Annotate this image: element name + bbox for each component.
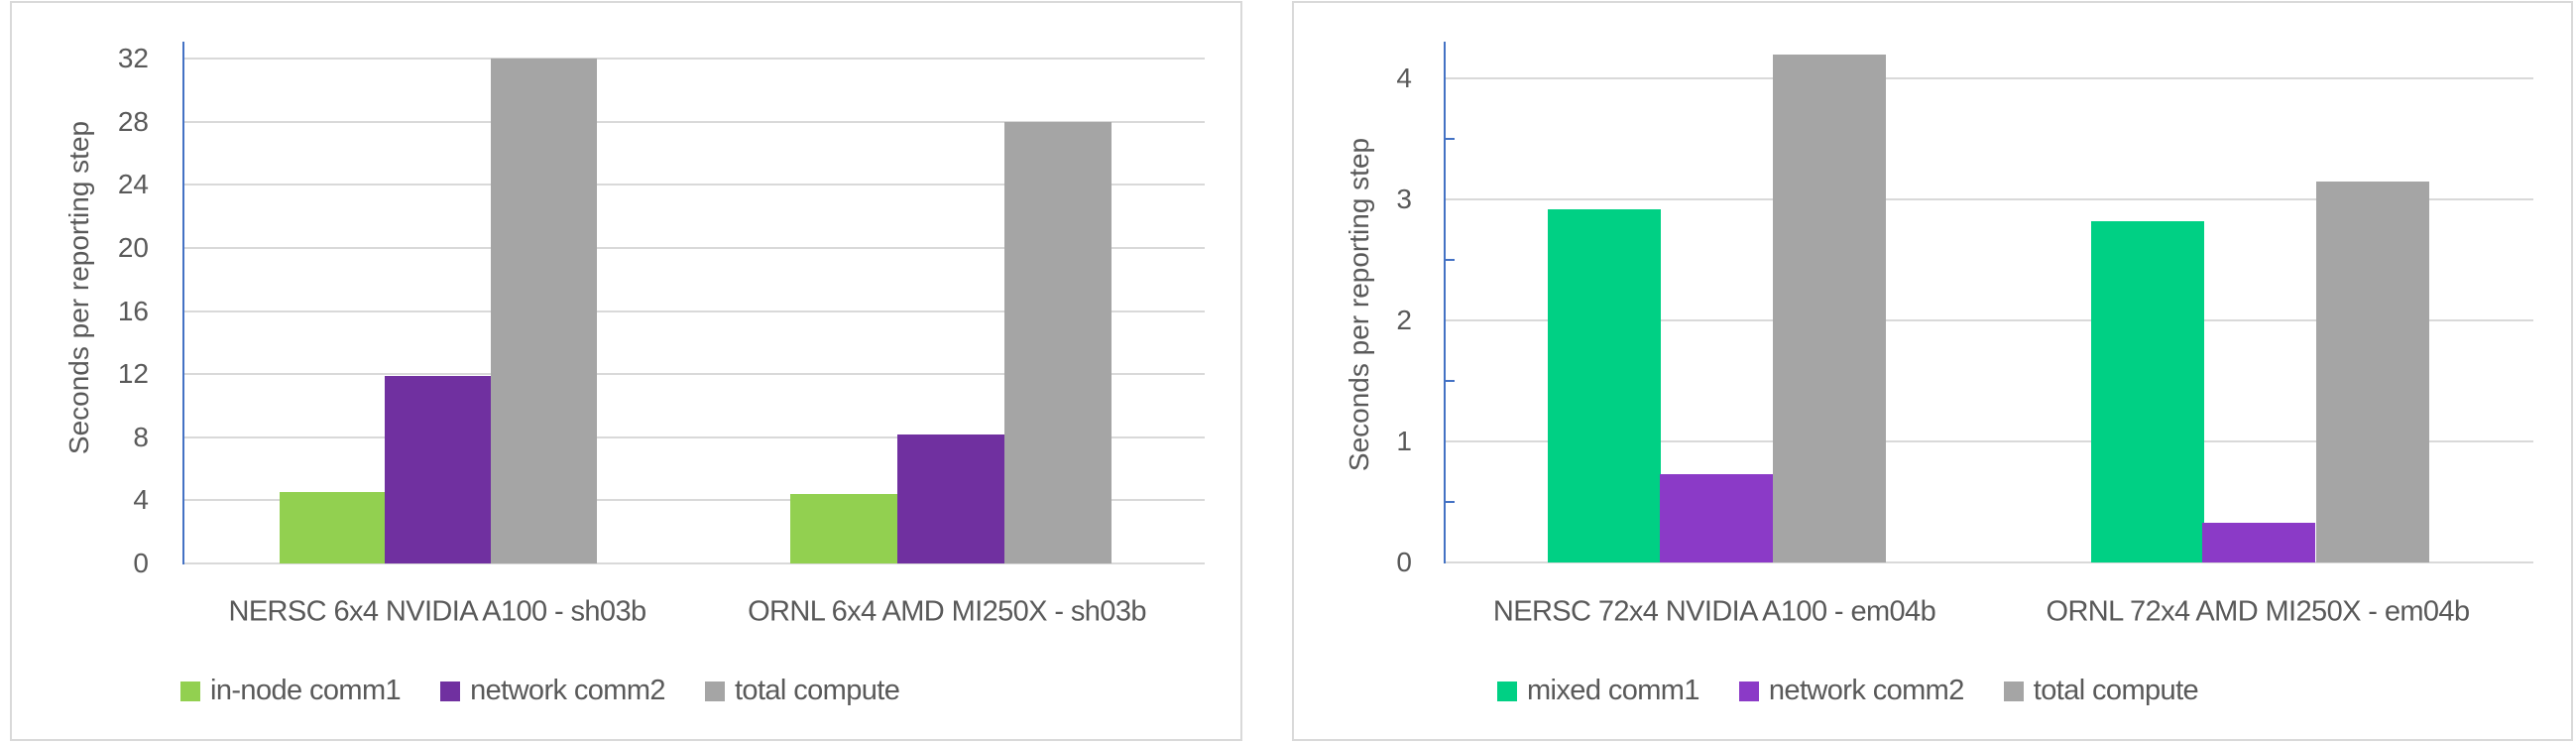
y-tick-label: 4	[133, 484, 149, 516]
legend-label: network comm2	[1768, 675, 1964, 706]
legend-label: total compute	[734, 675, 900, 706]
y-tick-label: 8	[133, 421, 149, 452]
legend-label: in-node comm1	[210, 675, 402, 706]
y-tick-label: 24	[117, 169, 149, 200]
legend-item: in-node comm1	[180, 675, 402, 706]
legend-item: total compute	[704, 675, 900, 706]
bar-total-compute-1	[1773, 54, 1886, 562]
chart-panel-right: 4 3 2 1 0 Seconds per reporting step NERSC 7…	[1292, 1, 2573, 741]
legend-swatch-icon	[180, 681, 200, 701]
x-category-label: NERSC 72x4 NVIDIA A100 - em04b	[1492, 595, 1936, 628]
x-category-label: ORNL 6x4 AMD MI250X - sh03b	[748, 595, 1146, 628]
bar-total-compute-2	[2316, 181, 2429, 562]
chart-panel-left: 32 28 24 20 16 12 8 4 0 Seconds per reporting st…	[10, 1, 1242, 741]
legend-swatch-icon	[1738, 681, 1759, 701]
y-tick-label: 1	[1396, 426, 1412, 456]
gridline	[183, 310, 1205, 312]
gridline	[183, 499, 1205, 502]
bar-in-node-comm1-2	[790, 494, 897, 563]
legend-item: network comm2	[1738, 675, 1964, 706]
y-axis-line	[1444, 42, 1446, 563]
y-tick-label: 3	[1396, 184, 1412, 214]
y-minor-tick-mark	[1445, 138, 1455, 140]
gridline	[183, 120, 1205, 123]
gridline	[183, 435, 1205, 438]
bar-network-comm2-1	[1660, 473, 1773, 562]
legend-swatch-icon	[440, 681, 461, 701]
y-tick-label: 16	[117, 295, 149, 326]
bar-in-node-comm1-1	[280, 492, 386, 563]
legend: mixed comm1 network comm2 total compute	[1497, 677, 2238, 705]
bar-network-comm2-1	[385, 375, 491, 563]
legend-swatch-icon	[1497, 681, 1517, 701]
y-tick-label: 32	[117, 43, 149, 73]
gridline	[1445, 198, 2533, 200]
gridline	[1445, 319, 2533, 321]
y-minor-tick-mark	[1445, 501, 1455, 503]
bar-mixed-comm1-1	[1548, 208, 1661, 562]
y-tick-label: 0	[133, 548, 149, 578]
bar-total-compute-2	[1004, 121, 1112, 563]
y-tick-label: 20	[117, 231, 149, 263]
y-tick-label: 2	[1396, 305, 1412, 335]
legend: in-node comm1 network comm2 total comput…	[180, 677, 939, 705]
y-tick-label: 28	[117, 105, 149, 137]
y-axis-title: Seconds per reporting step	[63, 120, 94, 455]
gridline	[1445, 561, 2533, 563]
y-minor-tick-mark	[1445, 380, 1455, 382]
gridline	[183, 373, 1205, 376]
y-axis-title: Seconds per reporting step	[1344, 137, 1374, 472]
bar-mixed-comm1-2	[2091, 220, 2204, 562]
legend-item: mixed comm1	[1497, 677, 1699, 705]
gridline	[1445, 440, 2533, 442]
legend-item: network comm2	[440, 675, 666, 706]
bar-network-comm2-2	[2202, 522, 2315, 562]
legend-swatch-icon	[704, 681, 725, 701]
y-tick-label: 0	[1396, 547, 1412, 577]
gridline	[183, 562, 1205, 564]
legend-label: mixed comm1	[1527, 675, 1699, 706]
y-minor-tick-mark	[1445, 259, 1455, 261]
legend-label: total compute	[2033, 675, 2199, 706]
gridline	[183, 58, 1205, 60]
gridline	[1445, 77, 2533, 79]
bar-network-comm2-2	[897, 434, 1004, 563]
y-tick-label: 4	[1396, 62, 1412, 93]
legend-swatch-icon	[2003, 681, 2024, 701]
gridline	[183, 184, 1205, 186]
x-category-label: NERSC 6x4 NVIDIA A100 - sh03b	[228, 595, 646, 628]
legend-label: network comm2	[470, 675, 665, 706]
y-axis-line	[182, 42, 184, 564]
bar-total-compute-1	[491, 59, 597, 563]
legend-item: total compute	[2003, 675, 2199, 706]
y-tick-label: 12	[117, 358, 149, 390]
x-category-label: ORNL 72x4 AMD MI250X - em04b	[2046, 595, 2471, 628]
gridline	[183, 246, 1205, 249]
